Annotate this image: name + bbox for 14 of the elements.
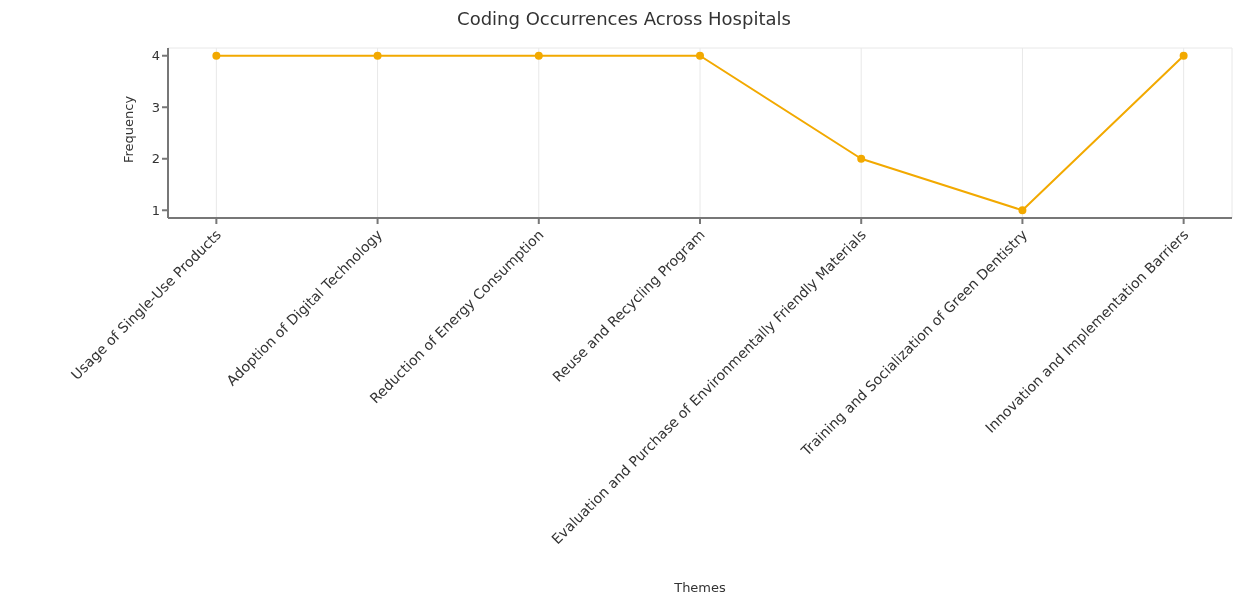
point <box>857 154 866 163</box>
y-tick-label: 1 <box>151 202 160 218</box>
y-tick-label: 3 <box>151 99 160 115</box>
y-axis-title: Frequency <box>120 95 136 163</box>
point <box>534 51 543 60</box>
point <box>373 51 382 60</box>
point <box>696 51 704 60</box>
y-tick-label: 2 <box>151 151 160 167</box>
x-axis-title: Themes <box>673 580 727 595</box>
y-tick-label: 4 <box>151 48 160 64</box>
point <box>1179 51 1188 60</box>
point <box>1018 206 1027 215</box>
point <box>212 51 221 60</box>
chart-title: Coding Occurrences Across Hospitals <box>456 8 792 29</box>
